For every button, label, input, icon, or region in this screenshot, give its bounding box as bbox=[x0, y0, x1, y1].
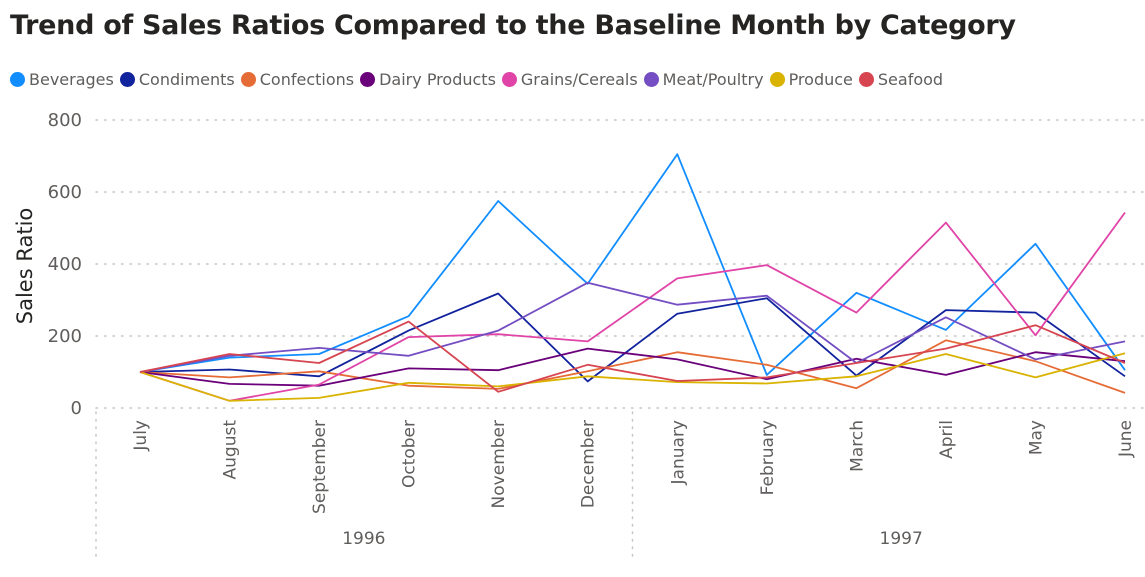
x-tick-label: November bbox=[489, 420, 509, 508]
y-tick-label: 0 bbox=[71, 398, 82, 419]
x-tick-label: February bbox=[758, 420, 778, 495]
x-tick-label: June bbox=[1116, 420, 1136, 458]
y-tick-label: 200 bbox=[48, 326, 82, 347]
legend-label: Beverages bbox=[29, 69, 114, 89]
legend-marker bbox=[119, 71, 135, 87]
x-tick-label: March bbox=[847, 420, 867, 472]
legend-marker bbox=[858, 71, 874, 87]
y-tick-label: 400 bbox=[48, 254, 82, 275]
series-line-seafood bbox=[139, 320, 1126, 393]
legend-label: Confections bbox=[259, 69, 355, 89]
legend-label: Condiments bbox=[138, 69, 235, 89]
legend-item-beverages[interactable]: Beverages bbox=[10, 70, 114, 89]
x-tick-label: January bbox=[668, 420, 688, 485]
chart-title: Trend of Sales Ratios Compared to the Ba… bbox=[10, 10, 1016, 41]
legend-marker bbox=[240, 71, 256, 87]
legend-item-grains-cereals[interactable]: Grains/Cereals bbox=[501, 69, 638, 89]
series-line-beverages bbox=[139, 153, 1126, 376]
legend-label: Dairy Products bbox=[379, 69, 496, 89]
legend-item-produce[interactable]: Produce bbox=[769, 69, 853, 89]
legend-label: Seafood bbox=[877, 69, 944, 89]
series-line-grains-cereals bbox=[139, 211, 1126, 402]
legend-item-meat-poultry[interactable]: Meat/Poultry bbox=[643, 69, 764, 89]
legend-marker bbox=[643, 71, 659, 87]
x-tick-label: September bbox=[310, 420, 330, 514]
legend-item-dairy-products[interactable]: Dairy Products bbox=[360, 70, 496, 89]
legend-label: Grains/Cereals bbox=[520, 69, 638, 89]
series-line-condiments bbox=[139, 292, 1126, 383]
legend-marker bbox=[10, 71, 25, 87]
y-tick-label: 600 bbox=[48, 182, 82, 203]
x-tick-label: December bbox=[579, 420, 599, 508]
series-line-dairy-products bbox=[139, 347, 1126, 387]
legend-marker bbox=[501, 71, 517, 87]
legend-item-confections[interactable]: Confections bbox=[240, 69, 355, 89]
legend-label: Meat/Poultry bbox=[662, 69, 764, 89]
x-tick-label: October bbox=[400, 420, 420, 488]
series-line-meat-poultry bbox=[139, 281, 1126, 373]
x-tick-label: July bbox=[131, 420, 151, 452]
y-axis-label: Sales Ratio bbox=[13, 208, 37, 324]
legend: Beverages Condiments Confections Dairy Prod… bbox=[10, 66, 949, 92]
year-label: 1996 bbox=[342, 529, 385, 549]
series-line-produce bbox=[139, 352, 1126, 402]
legend-label: Produce bbox=[788, 69, 853, 89]
legend-marker bbox=[769, 71, 785, 87]
legend-item-seafood[interactable]: Seafood bbox=[858, 69, 944, 89]
legend-marker bbox=[360, 71, 376, 87]
legend-item-condiments[interactable]: Condiments bbox=[119, 69, 235, 89]
x-tick-label: May bbox=[1026, 420, 1046, 455]
year-label: 1997 bbox=[880, 529, 923, 549]
x-tick-label: August bbox=[221, 420, 241, 480]
x-tick-label: April bbox=[937, 420, 957, 459]
y-tick-label: 800 bbox=[48, 110, 82, 131]
